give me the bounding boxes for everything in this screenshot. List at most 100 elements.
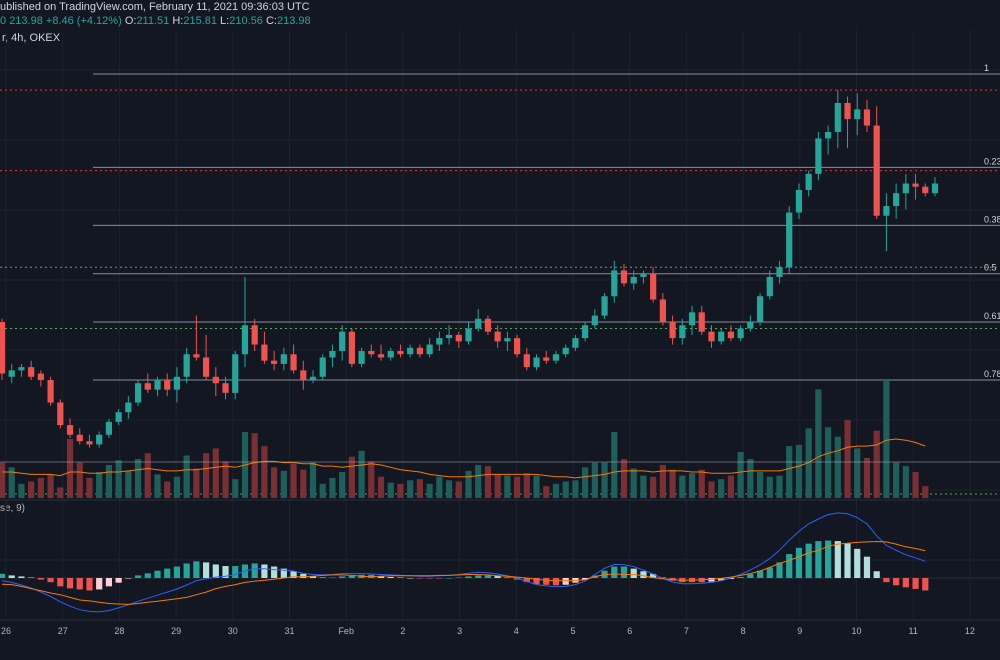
volume-bar xyxy=(708,481,715,498)
volume-bar xyxy=(86,477,93,498)
macd-hist-bar xyxy=(640,571,647,578)
x-tick-label: 26 xyxy=(1,626,11,636)
volume-bar xyxy=(737,451,744,498)
macd-line xyxy=(1,512,926,613)
macd-hist-bar xyxy=(173,566,181,578)
volume-bar xyxy=(883,380,890,498)
macd-hist-bar xyxy=(154,570,161,578)
macd-hist-bar xyxy=(37,578,44,580)
volume-bar xyxy=(620,459,628,498)
macd-hist-bar xyxy=(193,561,200,578)
candle-body xyxy=(319,357,326,377)
close-value: 213.98 xyxy=(276,15,311,27)
candle-body xyxy=(601,296,608,316)
volume-bar xyxy=(57,487,64,498)
macd-hist-bar xyxy=(523,578,530,583)
x-tick-label: 2 xyxy=(400,626,405,636)
volume-bar xyxy=(96,472,103,498)
volume-bar xyxy=(727,475,735,498)
candle-body xyxy=(776,267,783,277)
volume-bar xyxy=(650,476,657,498)
volume-bar xyxy=(125,470,132,498)
macd-hist-bar xyxy=(552,578,560,586)
volume-bar xyxy=(747,459,754,498)
macd-hist-bar xyxy=(834,541,841,578)
close-label: C: xyxy=(265,15,277,27)
candle-body xyxy=(0,322,6,374)
candle-body xyxy=(57,402,64,426)
x-tick-label: 27 xyxy=(58,626,68,636)
candle-body xyxy=(902,183,909,194)
macd-hist-bar xyxy=(737,576,744,578)
volume-bar xyxy=(290,463,297,498)
macd-hist-bar xyxy=(125,578,132,579)
macd-hist-bar xyxy=(387,576,394,578)
macd-hist-bar xyxy=(659,577,666,578)
candle-body xyxy=(271,360,278,364)
macd-hist-bar xyxy=(47,578,54,583)
macd-hist-bar xyxy=(727,578,735,580)
candle-body xyxy=(756,296,764,323)
macd-hist-bar xyxy=(504,577,511,578)
candle-body xyxy=(523,354,530,368)
open-label: O: xyxy=(124,15,137,27)
candle-body xyxy=(844,102,851,120)
candle-body xyxy=(484,318,492,332)
macd-hist-bar xyxy=(377,575,385,578)
volume-bar xyxy=(776,475,783,498)
macd-hist-bar xyxy=(873,571,880,578)
candle-body xyxy=(455,334,462,342)
macd-hist-bar xyxy=(786,554,793,578)
volume-bar xyxy=(426,483,433,498)
candle-body xyxy=(863,109,871,126)
low-label: L: xyxy=(220,15,230,27)
macd-hist-bar xyxy=(776,562,783,578)
ohlc-prefix: 0 xyxy=(0,15,7,27)
candle-body xyxy=(572,338,579,348)
candle-body xyxy=(183,354,190,377)
candle-body xyxy=(387,351,394,358)
volume-bar xyxy=(455,481,462,498)
fib-level-label: 1 xyxy=(984,63,989,73)
volume-bar xyxy=(377,476,385,498)
volume-bar xyxy=(271,467,278,498)
volume-bar xyxy=(134,459,142,498)
fib-level-label: 0.236 xyxy=(984,156,1000,166)
volume-bar xyxy=(824,427,832,498)
macd-hist-bar xyxy=(815,541,822,578)
candle-body xyxy=(164,380,171,390)
publish-line: ublished on TradingView.com, February 11… xyxy=(0,1,310,13)
macd-hist-bar xyxy=(484,575,492,578)
candle-body xyxy=(290,354,297,371)
candle-body xyxy=(348,331,355,364)
volume-bar xyxy=(222,461,229,498)
fib-level-label: 0.382 xyxy=(984,214,1000,224)
volume-bar xyxy=(202,453,210,498)
volume-bar xyxy=(659,464,666,498)
volume-bar xyxy=(18,483,25,498)
volume-bar xyxy=(212,448,219,498)
x-tick-label: 11 xyxy=(909,626,918,636)
macd-hist-bar xyxy=(290,571,297,578)
macd-hist-bar xyxy=(183,563,190,578)
volume-bar xyxy=(513,476,521,498)
macd-hist-bar xyxy=(18,576,25,578)
x-tick-label: 9 xyxy=(797,626,802,636)
macd-hist-bar xyxy=(844,543,851,578)
candle-body xyxy=(232,354,239,393)
candle-body xyxy=(494,331,501,342)
candle-body xyxy=(552,354,560,361)
macd-hist-bar xyxy=(348,575,355,578)
macd-hist-bar xyxy=(620,566,628,578)
macd-hist-bar xyxy=(329,577,336,578)
macd-hist-bar xyxy=(824,540,832,578)
candle-body xyxy=(582,325,589,339)
macd-hist-bar xyxy=(397,577,404,578)
macd-hist-bar xyxy=(455,577,462,578)
macd-hist-bar xyxy=(475,575,482,578)
candle-body xyxy=(173,376,181,390)
macd-hist-bar xyxy=(465,576,472,578)
macd-hist-bar xyxy=(271,566,278,578)
x-tick-label: 7 xyxy=(684,626,689,636)
